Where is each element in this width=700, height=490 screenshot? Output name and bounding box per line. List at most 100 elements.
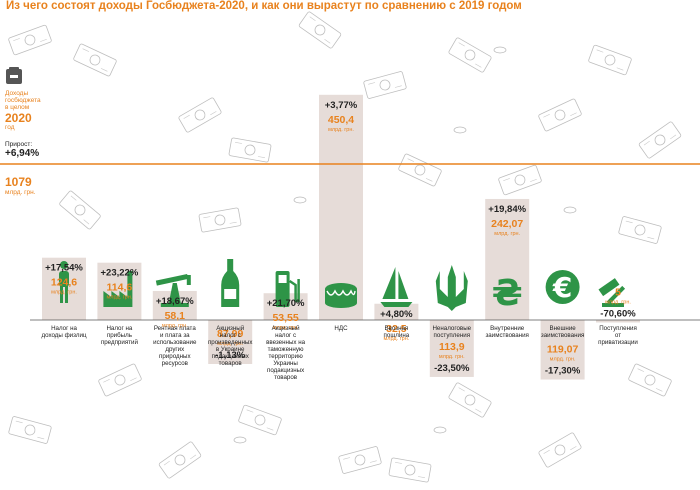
banknote-sketch bbox=[363, 71, 407, 99]
unit-label: млрд. грн. bbox=[494, 231, 520, 237]
unit-label: млрд. грн. bbox=[106, 295, 132, 301]
value-label: 53,55 bbox=[272, 312, 298, 324]
banknote-sketch bbox=[498, 164, 542, 196]
unit-label: млрд. грн. bbox=[51, 290, 77, 296]
bar bbox=[97, 262, 142, 320]
unit-label: млрд. грн. bbox=[273, 325, 299, 331]
sidebar-year-unit: год bbox=[5, 124, 15, 131]
coin-sketch bbox=[233, 436, 247, 444]
growth-label: Прирост: bbox=[5, 141, 33, 148]
change-label: +4,80% bbox=[380, 309, 413, 320]
coin-sketch bbox=[293, 196, 307, 204]
category-label: Налог на доходы физлиц bbox=[41, 325, 86, 339]
category-label: Неналоговые поступления bbox=[432, 325, 471, 339]
sidebar-year: 2020 bbox=[5, 111, 32, 125]
change-label: -23,50% bbox=[434, 363, 470, 374]
total-value: 1079 bbox=[5, 175, 32, 189]
banknote-sketch bbox=[588, 44, 632, 76]
euro-icon: € bbox=[545, 270, 580, 304]
banknote-sketch bbox=[538, 432, 582, 468]
value-label: 114,6 bbox=[107, 282, 133, 294]
bar bbox=[429, 320, 474, 377]
growth-value: +6,94% bbox=[5, 148, 40, 159]
wallet-icon bbox=[5, 66, 23, 91]
sailboat-icon bbox=[380, 267, 413, 307]
change-label: +3,77% bbox=[325, 100, 358, 111]
bar bbox=[540, 320, 585, 380]
change-label: +18,67% bbox=[156, 296, 194, 307]
cake-icon bbox=[325, 283, 357, 308]
banknote-sketch bbox=[178, 97, 222, 133]
factory-icon bbox=[103, 271, 133, 307]
banknote-sketch bbox=[8, 24, 52, 56]
banknote-sketch bbox=[198, 207, 242, 233]
bar bbox=[208, 320, 253, 364]
category-label: НДС bbox=[334, 325, 348, 332]
fuel-pump-icon bbox=[275, 271, 300, 307]
page-title: Из чего состоят доходы Госбюджета-2020, … bbox=[6, 0, 522, 12]
value-label: 87,99 bbox=[217, 328, 243, 340]
change-label: +23,22% bbox=[101, 268, 139, 279]
category-label: Налог на прибыль предприятий bbox=[101, 325, 139, 346]
gavel-icon bbox=[598, 278, 626, 307]
banknote-sketch bbox=[398, 153, 442, 187]
coin-sketch bbox=[433, 426, 447, 434]
banknote-sketch bbox=[338, 446, 382, 474]
coin-sketch bbox=[453, 126, 467, 134]
value-label: 124,6 bbox=[51, 277, 77, 289]
value-label: 113,9 bbox=[439, 341, 465, 353]
banknote-sketch bbox=[298, 11, 342, 49]
banknote-sketch bbox=[448, 382, 492, 418]
bar bbox=[485, 198, 530, 320]
coin-sketch bbox=[493, 46, 507, 54]
change-label: +17,54% bbox=[45, 263, 83, 274]
banknote-sketch bbox=[158, 441, 202, 479]
bar bbox=[319, 94, 363, 320]
person-icon bbox=[59, 261, 69, 303]
value-label: 32,5 bbox=[386, 323, 407, 335]
banknote-sketch bbox=[638, 121, 682, 159]
unit-label: млрд. грн. bbox=[217, 341, 243, 347]
bar bbox=[374, 303, 419, 320]
change-label: -1,13% bbox=[215, 350, 246, 361]
change-label: +21,70% bbox=[267, 298, 305, 309]
banknote-sketch bbox=[618, 216, 662, 244]
bar bbox=[596, 320, 640, 323]
category-label: Внешние заимствования bbox=[541, 325, 584, 339]
bottle-icon bbox=[221, 259, 240, 307]
category-label: Ввозная пошлина bbox=[384, 325, 410, 339]
banknote-sketch bbox=[228, 137, 272, 163]
category-label: Внутренние заимствования bbox=[485, 325, 528, 339]
banknote-sketch bbox=[238, 404, 282, 436]
value-label: 242,07 bbox=[491, 218, 523, 230]
category-label: Акцизный налог с ввезенных на таможенную тер… bbox=[266, 325, 306, 381]
category-label: Акцизный налог с произведенных в Украине под… bbox=[208, 325, 253, 367]
value-label: 450,4 bbox=[328, 114, 354, 126]
unit-label: млрд. грн. bbox=[162, 323, 188, 329]
banknote-sketch bbox=[448, 37, 492, 73]
banknote-sketch bbox=[8, 416, 52, 444]
category-label: Рентная плата и плата за использование друг… bbox=[153, 325, 197, 367]
banknote-sketch bbox=[628, 363, 672, 397]
money-decoration bbox=[8, 11, 682, 483]
sidebar-label: Доходы госбюджета в целом bbox=[5, 90, 41, 111]
unit-label: млрд. грн. bbox=[328, 127, 354, 133]
coin-sketch bbox=[563, 206, 577, 214]
hryvnia-icon: ₴ bbox=[492, 273, 523, 314]
change-label: -17,30% bbox=[545, 366, 581, 377]
total-unit: млрд. грн. bbox=[5, 189, 36, 196]
oil-pump-icon bbox=[155, 274, 191, 307]
unit-label: млрд. грн. bbox=[550, 357, 576, 363]
value-label: 5 bbox=[615, 287, 621, 299]
category-label: Поступления от приватизации bbox=[598, 325, 638, 346]
banknote-sketch bbox=[388, 457, 432, 483]
unit-label: млрд. грн. bbox=[383, 336, 409, 342]
banknote-sketch bbox=[73, 43, 117, 77]
unit-label: млрд. грн. bbox=[439, 354, 465, 360]
change-label: +19,84% bbox=[488, 204, 526, 215]
banknote-sketch bbox=[538, 98, 582, 132]
banknote-sketch bbox=[59, 190, 101, 230]
change-label: -70,60% bbox=[600, 309, 636, 320]
